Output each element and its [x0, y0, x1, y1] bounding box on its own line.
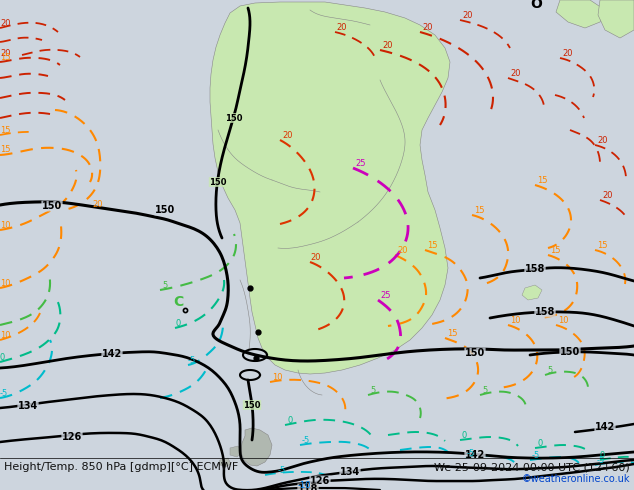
Text: 20: 20 [0, 19, 11, 28]
Text: 150: 150 [42, 201, 62, 211]
Text: 15: 15 [0, 53, 11, 62]
Text: C: C [173, 295, 183, 309]
Text: 20: 20 [597, 136, 607, 145]
Polygon shape [241, 428, 272, 466]
Text: 20: 20 [462, 11, 472, 20]
Text: 15: 15 [0, 145, 11, 154]
Text: 15: 15 [447, 329, 458, 338]
Text: 0: 0 [600, 451, 605, 460]
Text: 10: 10 [0, 221, 11, 230]
Text: O: O [530, 0, 542, 11]
Text: 25: 25 [380, 291, 391, 300]
Text: 150: 150 [209, 177, 227, 187]
Text: -5: -5 [532, 451, 540, 460]
Text: 20: 20 [422, 23, 432, 32]
Text: 10: 10 [0, 279, 11, 288]
Text: -5: -5 [467, 449, 476, 458]
Text: 20: 20 [336, 23, 347, 32]
Text: 150: 150 [155, 205, 175, 215]
Polygon shape [218, 458, 231, 467]
Text: -10: -10 [298, 481, 311, 490]
Text: 15: 15 [597, 241, 607, 250]
Text: 10: 10 [0, 331, 11, 340]
Text: 15: 15 [474, 206, 484, 215]
Text: 0: 0 [0, 353, 5, 362]
Text: 142: 142 [465, 450, 485, 460]
Text: 0: 0 [288, 416, 294, 425]
Text: 134: 134 [18, 401, 38, 411]
Polygon shape [522, 285, 542, 300]
Text: 20: 20 [92, 200, 103, 209]
Polygon shape [598, 0, 634, 38]
Text: Height/Temp. 850 hPa [gdmp][°C] ECMWF: Height/Temp. 850 hPa [gdmp][°C] ECMWF [4, 462, 238, 472]
Text: 15: 15 [427, 241, 437, 250]
Text: -5: -5 [278, 466, 286, 475]
Text: 0: 0 [175, 319, 180, 328]
Text: 142: 142 [102, 349, 122, 359]
Text: ©weatheronline.co.uk: ©weatheronline.co.uk [522, 474, 630, 484]
Text: 10: 10 [510, 316, 521, 325]
Text: 158: 158 [535, 307, 555, 317]
Text: -5: -5 [188, 356, 197, 365]
Text: 150: 150 [465, 348, 485, 358]
Polygon shape [230, 446, 242, 457]
Text: 10: 10 [272, 373, 283, 382]
Polygon shape [210, 2, 450, 374]
Text: 150: 150 [225, 114, 243, 122]
Text: 20: 20 [310, 253, 321, 262]
Text: 15: 15 [550, 246, 560, 255]
Text: 20: 20 [397, 246, 408, 255]
Text: 20: 20 [382, 41, 392, 50]
Text: 150: 150 [243, 400, 261, 410]
Text: 25: 25 [355, 159, 365, 168]
Text: 5: 5 [370, 386, 375, 395]
Text: 10: 10 [558, 316, 569, 325]
Text: 20: 20 [0, 49, 11, 58]
Polygon shape [556, 0, 605, 28]
Text: 134: 134 [340, 467, 360, 477]
Text: We 25-09-2024 00:00 UTC (12+60): We 25-09-2024 00:00 UTC (12+60) [434, 462, 630, 472]
Text: 5: 5 [162, 281, 167, 290]
Text: 20: 20 [602, 191, 612, 200]
Text: 142: 142 [595, 422, 615, 432]
Text: 5: 5 [547, 366, 552, 375]
Text: 118: 118 [298, 484, 318, 490]
Text: 15: 15 [537, 176, 548, 185]
Text: 150: 150 [560, 347, 580, 357]
Text: -5: -5 [597, 456, 605, 465]
Text: 20: 20 [562, 49, 573, 58]
Text: 15: 15 [0, 126, 11, 135]
Text: 5: 5 [482, 386, 488, 395]
Text: 20: 20 [282, 131, 292, 140]
Text: 126: 126 [62, 432, 82, 442]
Text: 0: 0 [537, 439, 542, 448]
Text: 158: 158 [525, 264, 545, 274]
Text: 126: 126 [310, 476, 330, 486]
Text: -5: -5 [302, 436, 310, 445]
Text: 20: 20 [510, 69, 521, 78]
Text: 0: 0 [462, 431, 467, 440]
Text: -5: -5 [0, 389, 8, 398]
